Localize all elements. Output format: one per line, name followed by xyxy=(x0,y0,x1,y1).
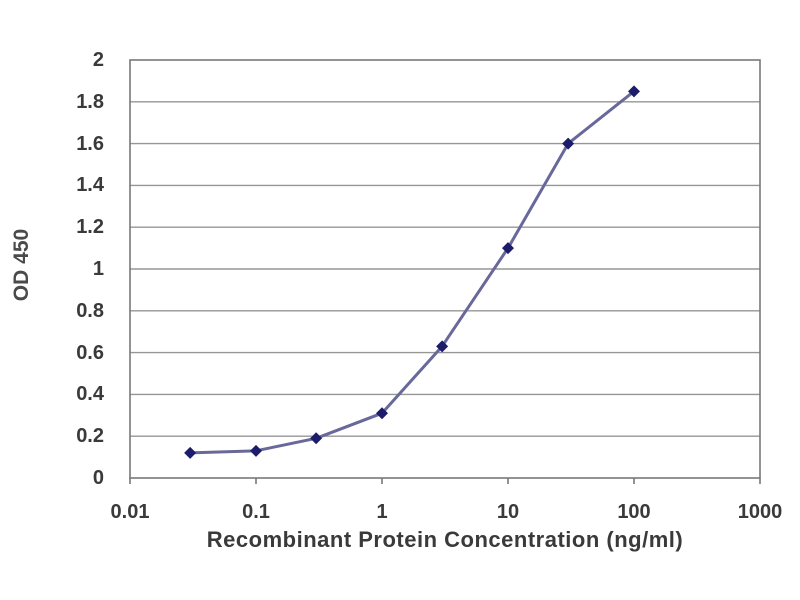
y-tick-label: 2 xyxy=(92,49,104,71)
data-point-marker xyxy=(250,444,262,457)
x-axis-title: Recombinant Protein Concentration (ng/ml… xyxy=(206,527,684,552)
y-tick-label: 0.2 xyxy=(76,425,104,448)
x-tick-label: 1000 xyxy=(737,501,783,523)
x-tick-label: 10 xyxy=(496,501,520,523)
y-tick-label: 1.8 xyxy=(76,90,104,113)
x-tick-label: 100 xyxy=(617,501,651,523)
y-tick-label: 0.8 xyxy=(76,299,104,322)
y-tick-label: 1.4 xyxy=(76,174,104,197)
y-axis-title: OD 450 xyxy=(10,228,33,302)
series-line xyxy=(188,89,636,455)
data-point-marker xyxy=(628,85,640,98)
y-tick-label: 1.2 xyxy=(76,216,104,239)
y-tick-label: 0.4 xyxy=(76,383,104,406)
plot-border xyxy=(129,59,761,479)
data-point-marker xyxy=(562,137,575,150)
y-tick-label: 1 xyxy=(92,258,104,280)
x-tick-label: 0.1 xyxy=(242,501,270,523)
data-point-marker xyxy=(436,340,449,353)
y-tick-label: 0.6 xyxy=(76,341,104,364)
data-point-marker xyxy=(184,446,197,459)
y-tick-label: 0 xyxy=(92,467,104,489)
data-point-marker xyxy=(376,407,388,420)
x-tick-label: 0.01 xyxy=(110,501,150,523)
data-point-marker xyxy=(502,242,514,255)
y-tick-label: 1.6 xyxy=(76,132,104,155)
x-tick-label: 1 xyxy=(376,501,388,523)
data-point-marker xyxy=(310,432,323,445)
